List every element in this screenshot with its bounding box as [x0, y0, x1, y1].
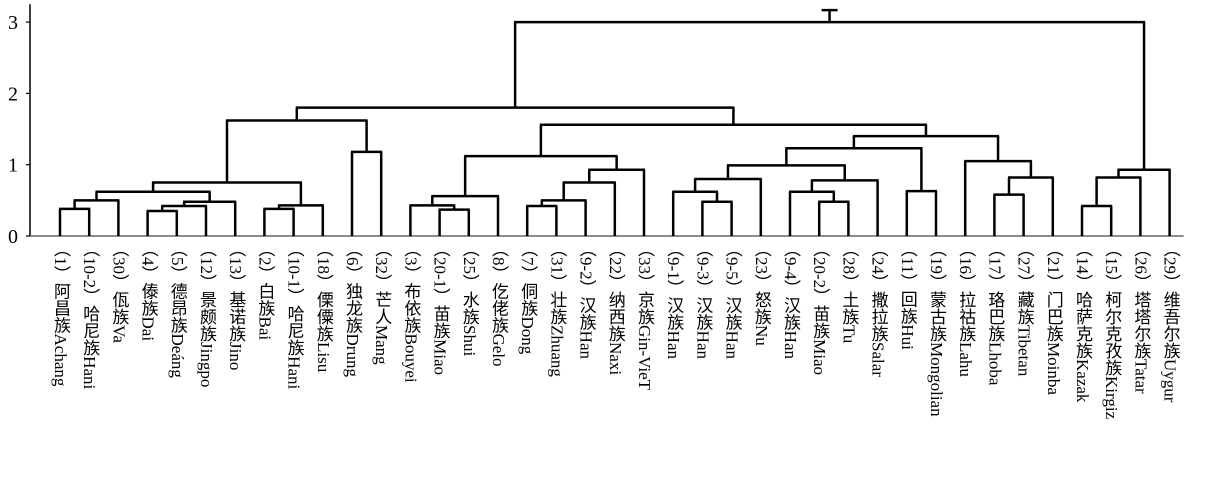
leaf-label: （26）塔塔尔族Tatar [1131, 240, 1151, 394]
dendrogram-branches [58, 8, 1171, 236]
leaf-label: （10-1）哈尼族Hani [284, 240, 304, 390]
leaf-label: （11）回族Hui [897, 240, 917, 350]
leaf-label: （4）傣族Dai [138, 240, 158, 342]
leaf-label: （2）白族Bai [255, 240, 275, 341]
leaf-label: （33）京族Gin-VieT [635, 240, 654, 391]
leaf-label: （23）怒族Nu [751, 240, 771, 346]
leaf-label: （22）纳西族Naxi [605, 240, 625, 376]
y-tick-label: 0 [8, 226, 18, 248]
leaf-label: （18）傈僳族Lisu [313, 240, 333, 373]
leaf-label: （9-3）汉族Han [693, 240, 713, 359]
y-tick-label: 1 [8, 155, 18, 177]
y-tick-label: 3 [8, 12, 18, 34]
leaf-label: （30）佤族Va [109, 240, 129, 343]
leaf-label: （9-1）汉族Han [664, 240, 684, 359]
leaf-label: （19）蒙古族Mongolian [927, 240, 946, 417]
leaf-label: （13）基诺族Jino [226, 240, 246, 371]
leaf-label: （27）藏族Tibetan [1014, 240, 1034, 377]
leaf-label: （25）水族Shui [459, 240, 479, 357]
leaf-label: （29）维吾尔族Uygur [1160, 240, 1180, 403]
leaf-label: （9-4）汉族Han [781, 240, 800, 359]
leaf-label: （5）德昂族Deáng [167, 240, 187, 378]
leaf-label: （3）布依族Bouyei [401, 240, 421, 383]
leaf-label: （9-2）汉族Han [576, 240, 596, 359]
leaf-label: （14）哈萨克族Kazak [1073, 240, 1092, 403]
y-tick-label: 2 [8, 83, 18, 105]
leaf-label: （9-5）汉族Han [722, 240, 742, 359]
leaf-label: （8）仡佬族Gelo [489, 240, 508, 367]
leaf-label: （20-1）苗族Miao [430, 240, 450, 376]
leaf-label: （28）土族Tu [839, 240, 859, 344]
leaf-label: （10-2）哈尼族Hani [80, 240, 100, 390]
leaf-label: （6）独龙族Drung [343, 240, 362, 377]
leaf-label: （15）柯尔克孜族Kirgiz [1102, 240, 1122, 420]
leaf-label: （20-2）苗族Miao [810, 240, 830, 376]
leaf-label: （31）壮族Zhuang [547, 240, 567, 377]
leaf-label: （1）阿昌族Achang [51, 240, 70, 387]
leaf-label: （24）撒拉族Salar [868, 240, 888, 377]
axes: 0 1 2 3 [8, 4, 1184, 248]
leaf-label: （32）芒人Mang [372, 240, 392, 365]
leaf-label: （16）拉祜族Lahu [956, 240, 976, 377]
leaf-label: （21）门巴族Moinba [1043, 240, 1063, 395]
leaf-label: （7）侗族Dong [518, 240, 538, 355]
leaf-label: （17）珞巴族Lhoba [985, 240, 1005, 386]
leaf-label: （12）景颇族Jingpo [197, 240, 216, 388]
